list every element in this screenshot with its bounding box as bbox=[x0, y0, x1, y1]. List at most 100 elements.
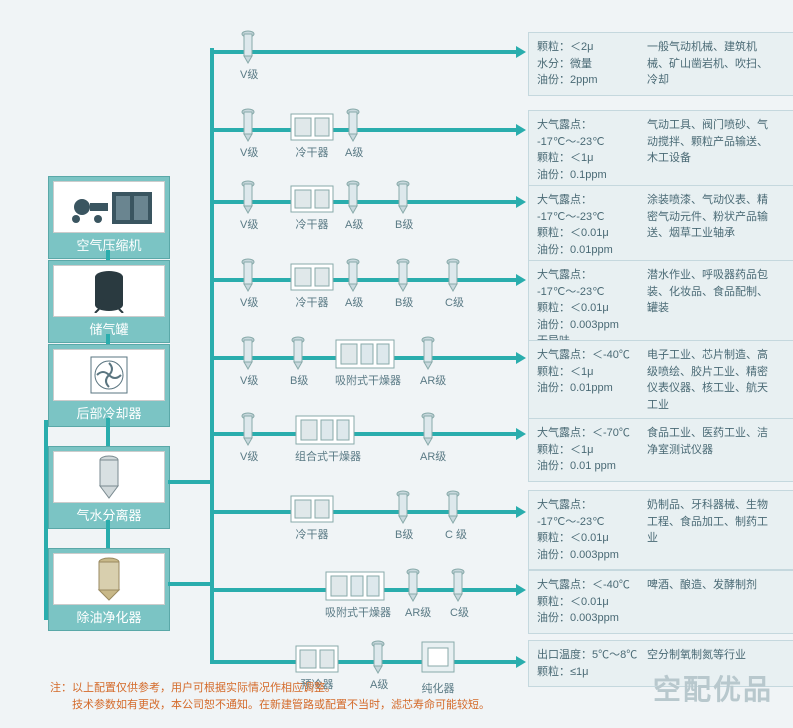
node-filter: V级 bbox=[240, 412, 258, 464]
dryer-icon bbox=[290, 258, 334, 292]
spec-box: 大气露点：＜-70℃颗粒：＜1μ油份：0.01 ppm食品工业、医药工业、洁净室… bbox=[528, 418, 793, 482]
spec-params: 颗粒：＜2μ水分：微量油份：2ppm bbox=[537, 39, 647, 89]
filter-icon bbox=[240, 30, 258, 64]
node-label: V级 bbox=[240, 66, 258, 82]
filter-icon bbox=[395, 180, 413, 214]
connector bbox=[106, 334, 110, 344]
arrow-icon bbox=[516, 428, 526, 440]
node-label: C 级 bbox=[445, 526, 467, 542]
node-label: 冷干器 bbox=[290, 526, 334, 542]
spec-params: 大气露点：＜-40℃颗粒：＜0.01μ油份：0.003ppm bbox=[537, 577, 647, 627]
node-label: C级 bbox=[450, 604, 469, 620]
arrow-icon bbox=[516, 46, 526, 58]
node-dryer: 冷干器 bbox=[290, 490, 334, 542]
node-filter: A级 bbox=[345, 180, 363, 232]
spec-box: 颗粒：＜2μ水分：微量油份：2ppm一般气动机械、建筑机械、矿山凿岩机、吹扫、冷… bbox=[528, 32, 793, 96]
node-label: A级 bbox=[345, 144, 363, 160]
filter-icon bbox=[345, 258, 363, 292]
filter-icon bbox=[395, 490, 413, 524]
spec-apps: 奶制品、牙科器械、生物工程、食品加工、制药工业 bbox=[647, 497, 777, 563]
filter-icon bbox=[420, 412, 446, 446]
arrow-icon bbox=[516, 196, 526, 208]
stage-2: 后部冷却器 bbox=[48, 344, 170, 427]
stage-icon bbox=[53, 451, 165, 503]
node-filter: V级 bbox=[240, 108, 258, 160]
filter-icon bbox=[420, 336, 446, 370]
watermark: 空配优品 bbox=[653, 668, 773, 708]
node-filter: AR级 bbox=[420, 336, 446, 388]
spec-apps: 气动工具、阀门喷砂、气动搅拌、颗粒产品输送、木工设备 bbox=[647, 117, 777, 183]
dryer-icon bbox=[290, 108, 334, 142]
node-filter: C级 bbox=[450, 568, 469, 620]
dryer-icon bbox=[290, 180, 334, 214]
node-filter: V级 bbox=[240, 180, 258, 232]
spec-params: 出口温度：5℃～8℃颗粒：≤1μ bbox=[537, 647, 647, 680]
node-filter: C级 bbox=[445, 258, 464, 310]
node-filter: B级 bbox=[395, 180, 413, 232]
stage-1: 储气罐 bbox=[48, 260, 170, 343]
stage-icon bbox=[53, 265, 165, 317]
footnote: 注：以上配置仅供参考，用户可根据实际情况作相应调整。 技术参数如有更改，本公司恕… bbox=[50, 680, 490, 713]
dryer-icon bbox=[290, 490, 334, 524]
spec-box: 大气露点：＜-40℃颗粒：＜0.01μ油份：0.003ppm啤酒、酿造、发酵制剂 bbox=[528, 570, 793, 634]
connector bbox=[106, 520, 110, 548]
node-filter: AR级 bbox=[420, 412, 446, 464]
filter-icon bbox=[240, 336, 258, 370]
node-label: AR级 bbox=[420, 448, 446, 464]
connector bbox=[106, 250, 110, 260]
spec-apps: 涂装喷漆、气动仪表、精密气动元件、粉状产品输送、烟草工业轴承 bbox=[647, 192, 777, 258]
node-label: 冷干器 bbox=[290, 216, 334, 232]
node-label: 冷干器 bbox=[290, 294, 334, 310]
spec-box: 大气露点：＜-40℃颗粒：＜1μ油份：0.01ppm电子工业、芯片制造、高级喷绘… bbox=[528, 340, 793, 420]
filter-icon bbox=[405, 568, 431, 602]
spec-params: 大气露点：-17℃～-23℃颗粒：＜0.01μ油份：0.003ppm bbox=[537, 497, 647, 563]
node-filter: C 级 bbox=[445, 490, 467, 542]
node-label: 吸附式干燥器 bbox=[335, 372, 401, 388]
node-label: B级 bbox=[290, 372, 308, 388]
node-label: V级 bbox=[240, 294, 258, 310]
arrow-icon bbox=[516, 274, 526, 286]
connector bbox=[44, 420, 48, 620]
node-label: V级 bbox=[240, 448, 258, 464]
dryer2-icon bbox=[325, 568, 391, 602]
spec-apps: 潜水作业、呼吸器药品包装、化妆品、食品配制、罐装 bbox=[647, 267, 777, 350]
node-label: V级 bbox=[240, 372, 258, 388]
node-label: AR级 bbox=[420, 372, 446, 388]
trunk bbox=[210, 48, 214, 662]
filter-icon bbox=[240, 258, 258, 292]
node-filter: V级 bbox=[240, 258, 258, 310]
spec-params: 大气露点：＜-40℃颗粒：＜1μ油份：0.01ppm bbox=[537, 347, 647, 413]
filter-icon bbox=[345, 180, 363, 214]
node-label: A级 bbox=[345, 216, 363, 232]
spec-box: 大气露点：-17℃～-23℃颗粒：＜0.01μ油份：0.003ppm奶制品、牙科… bbox=[528, 490, 793, 570]
connector bbox=[106, 418, 110, 446]
node-filter: V级 bbox=[240, 30, 258, 82]
spec-box: 大气露点：-17℃～-23℃颗粒：＜1μ油份：0.1ppm气动工具、阀门喷砂、气… bbox=[528, 110, 793, 190]
node-label: B级 bbox=[395, 526, 413, 542]
stage-icon bbox=[53, 181, 165, 233]
node-dryer2: 组合式干燥器 bbox=[295, 412, 361, 464]
node-label: 组合式干燥器 bbox=[295, 448, 361, 464]
stage-3: 气水分离器 bbox=[48, 446, 170, 529]
node-dryer: 冷干器 bbox=[290, 108, 334, 160]
node-dryer2: 吸附式干燥器 bbox=[335, 336, 401, 388]
spec-params: 大气露点：-17℃～-23℃颗粒：＜0.01μ油份：0.01ppm bbox=[537, 192, 647, 258]
node-label: V级 bbox=[240, 216, 258, 232]
arrow-icon bbox=[516, 656, 526, 668]
node-label: A级 bbox=[345, 294, 363, 310]
spec-params: 大气露点：-17℃～-23℃颗粒：＜0.01μ油份：0.003ppm无异味 bbox=[537, 267, 647, 350]
dryer-icon bbox=[295, 640, 339, 674]
dryer2-icon bbox=[295, 412, 361, 446]
filter-icon bbox=[345, 108, 363, 142]
node-label: 吸附式干燥器 bbox=[325, 604, 391, 620]
arrow-icon bbox=[516, 352, 526, 364]
node-filter: AR级 bbox=[405, 568, 431, 620]
node-filter: B级 bbox=[395, 258, 413, 310]
node-dryer: 冷干器 bbox=[290, 180, 334, 232]
arrow-icon bbox=[516, 584, 526, 596]
filter-icon bbox=[370, 640, 388, 674]
connector bbox=[168, 480, 214, 484]
spec-params: 大气露点：＜-70℃颗粒：＜1μ油份：0.01 ppm bbox=[537, 425, 647, 475]
node-filter: A级 bbox=[345, 258, 363, 310]
node-filter: V级 bbox=[240, 336, 258, 388]
